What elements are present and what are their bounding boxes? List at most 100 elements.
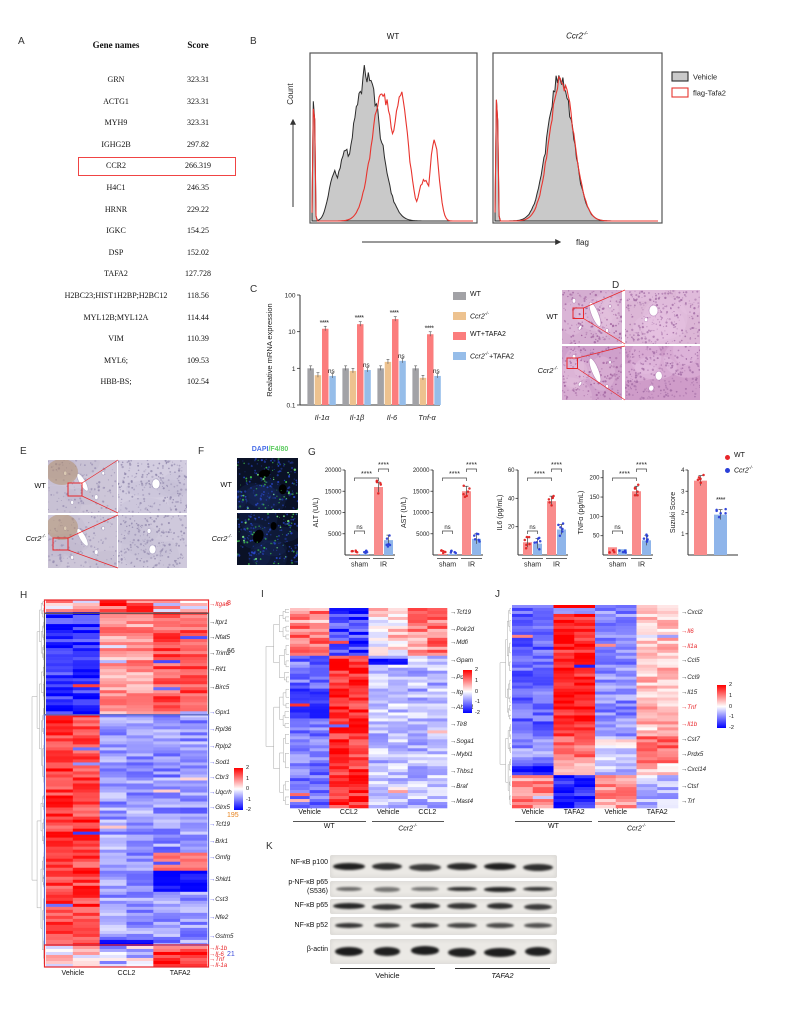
gene-label: →Il15 bbox=[681, 688, 698, 696]
heatmap-cell bbox=[99, 711, 127, 715]
category-label: IR bbox=[468, 562, 475, 569]
heatmap-cell bbox=[329, 793, 350, 797]
x-axis-label: flag bbox=[576, 238, 589, 247]
heatmap-cell bbox=[180, 840, 208, 844]
heatmap-cell bbox=[99, 675, 127, 679]
colorbar-tick: 2 bbox=[246, 765, 250, 771]
heatmap-cell bbox=[153, 906, 181, 911]
heatmap-cell bbox=[657, 715, 679, 719]
heatmap-cell bbox=[126, 804, 154, 808]
heatmap-cell bbox=[532, 778, 554, 782]
heatmap-cell bbox=[553, 724, 575, 728]
heatmap-cell bbox=[99, 885, 127, 890]
heatmap-cell bbox=[309, 634, 330, 639]
heatmap-cell bbox=[348, 709, 369, 713]
heatmap-cell bbox=[532, 703, 554, 707]
gene-label: →Prdx5 bbox=[681, 751, 704, 759]
heatmap-cell bbox=[329, 718, 350, 722]
heatmap-cell bbox=[290, 658, 310, 663]
heatmap-cell bbox=[368, 718, 389, 722]
heatmap-cell bbox=[46, 927, 74, 932]
heatmap-cell bbox=[126, 699, 154, 703]
heatmap-cell bbox=[512, 742, 534, 746]
heatmap-cell bbox=[46, 948, 74, 953]
heatmap-cell bbox=[553, 703, 575, 707]
heatmap-cell bbox=[46, 846, 74, 850]
heatmap-cell bbox=[153, 876, 181, 881]
heatmap-cell bbox=[657, 793, 679, 797]
heatmap-cell bbox=[153, 822, 181, 826]
heatmap-cell bbox=[46, 888, 74, 893]
heatmap-cell bbox=[99, 867, 127, 872]
heatmap-cell bbox=[657, 778, 679, 782]
heatmap-cell bbox=[553, 793, 575, 797]
y-tick-label: 15000 bbox=[413, 489, 430, 495]
heatmap-cell bbox=[126, 921, 154, 926]
heatmap-cell bbox=[595, 733, 617, 737]
heatmap-cell bbox=[427, 673, 448, 677]
y-tick-label: 20 bbox=[508, 525, 515, 531]
heatmap-cell bbox=[126, 687, 154, 691]
heatmap-cell bbox=[126, 663, 154, 667]
heatmap-cell bbox=[153, 837, 181, 841]
heatmap-cell bbox=[636, 619, 658, 624]
heatmap-cell bbox=[427, 745, 448, 749]
heatmap-cell bbox=[348, 643, 369, 648]
heatmap-cell bbox=[72, 795, 100, 799]
heatmap-cell bbox=[72, 717, 100, 721]
heatmap-cell bbox=[532, 640, 554, 645]
heatmap-cell bbox=[99, 705, 127, 709]
heatmap-cell bbox=[126, 723, 154, 727]
heatmap-cell bbox=[368, 706, 389, 710]
heatmap-cell bbox=[574, 652, 596, 657]
data-point bbox=[385, 537, 389, 540]
heatmap-cell bbox=[388, 608, 409, 612]
heatmap-cell bbox=[512, 745, 534, 749]
heatmap-cell bbox=[99, 873, 127, 878]
heatmap-cell bbox=[99, 843, 127, 847]
bar bbox=[384, 361, 392, 405]
heatmap-cell bbox=[180, 657, 208, 661]
heatmap-cell bbox=[615, 634, 637, 639]
heatmap-cell bbox=[329, 637, 350, 642]
data-point bbox=[633, 486, 637, 490]
heatmap-cell bbox=[368, 616, 389, 621]
cluster-count: 66 bbox=[227, 648, 235, 655]
heatmap-cell bbox=[427, 775, 448, 779]
row-label-ccr2: Ccr2-/- bbox=[25, 534, 46, 543]
heatmap-cell bbox=[153, 633, 181, 637]
data-point bbox=[618, 549, 621, 552]
heatmap-cell bbox=[427, 805, 448, 809]
heatmap-cell bbox=[348, 772, 369, 776]
data-point bbox=[557, 523, 560, 527]
heatmap-cell bbox=[368, 643, 389, 648]
heatmap-cell bbox=[46, 780, 74, 784]
data-point bbox=[527, 535, 531, 539]
heatmap-cell bbox=[348, 691, 369, 695]
heatmap-cell bbox=[427, 802, 448, 806]
heatmap-cell bbox=[388, 730, 409, 734]
blot-strip bbox=[330, 855, 557, 878]
heatmap-cell bbox=[180, 738, 208, 742]
heatmap-cell bbox=[636, 622, 658, 627]
group-label-tafa2: TAFA2 bbox=[491, 971, 514, 980]
heatmap-cell bbox=[99, 945, 127, 950]
heatmap-cell bbox=[72, 642, 100, 646]
heatmap-cell bbox=[72, 873, 100, 878]
heatmap-cell bbox=[99, 726, 127, 730]
heatmap-cell bbox=[427, 634, 448, 639]
heatmap-cell bbox=[407, 619, 428, 624]
heatmap-cell bbox=[574, 670, 596, 674]
heatmap-cell bbox=[595, 682, 617, 686]
heatmap-cell bbox=[574, 655, 596, 660]
heatmap-cell bbox=[595, 700, 617, 704]
heatmap-cell bbox=[309, 781, 330, 785]
heatmap-cell bbox=[329, 694, 350, 698]
heatmap-cell bbox=[329, 664, 350, 669]
heatmap-cell bbox=[407, 745, 428, 749]
data-point bbox=[715, 509, 718, 513]
heatmap-cell bbox=[615, 649, 637, 654]
heatmap-cell bbox=[329, 631, 350, 636]
heatmap-cell bbox=[348, 745, 369, 749]
heatmap-cell bbox=[99, 882, 127, 887]
